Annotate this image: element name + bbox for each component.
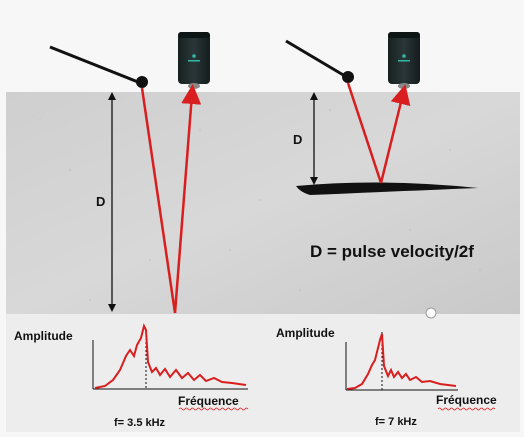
formula-text: D = pulse velocity/2f [310, 242, 474, 261]
spectrum-left-ylabel: Amplitude [14, 329, 73, 343]
concrete-slab [6, 92, 520, 314]
depth-arrow-left [108, 92, 116, 312]
impactor-rod-left [49, 45, 139, 84]
wave-path-down-left [140, 87, 177, 314]
wave-path-up-right [379, 84, 411, 184]
spellcheck-underline-right [437, 407, 496, 411]
spectrum-zone [6, 314, 520, 432]
depth-label-right: D [293, 132, 303, 147]
delamination-flaw [296, 182, 478, 195]
spectrum-axes-right [345, 342, 458, 391]
spectrum-right-ylabel: Amplitude [276, 326, 335, 340]
spectrum-curve-left [94, 323, 247, 389]
spectrum-axes-left [92, 340, 248, 390]
wave-path-down-right [346, 82, 383, 184]
impactor-rod-right [285, 39, 346, 78]
spectrum-right-caption: f= 7 kHz [375, 416, 417, 428]
concrete-texture [39, 108, 482, 301]
spectrum-curve-right [346, 333, 457, 390]
spectrum-left-caption: f= 3.5 kHz [114, 417, 166, 429]
spectrum-left-xlabel: Fréquence [178, 394, 239, 408]
slide-marker [425, 307, 437, 319]
impactor-ball-left [136, 76, 148, 88]
sensor-left [178, 32, 210, 89]
depth-arrow-right [310, 92, 318, 185]
sensor-right [388, 32, 420, 89]
depth-label-left: D [96, 194, 106, 209]
wave-path-up-left [173, 84, 202, 314]
spellcheck-underline-left [178, 407, 249, 411]
impactor-ball-right [342, 71, 354, 83]
spectrum-right-xlabel: Fréquence [436, 393, 497, 407]
